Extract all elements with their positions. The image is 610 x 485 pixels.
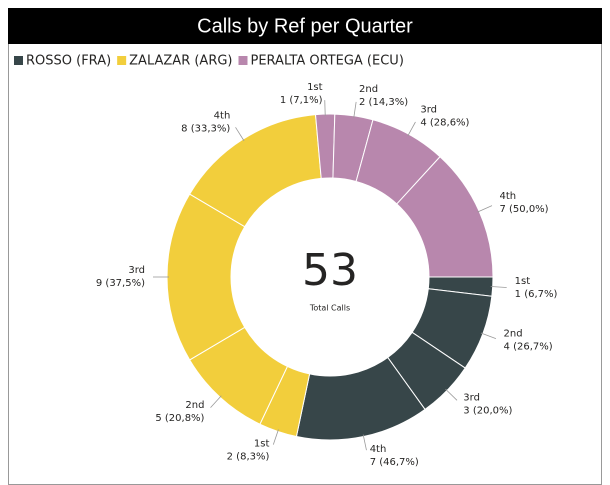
title-bar: [8, 8, 602, 44]
segment-category: 2nd: [504, 329, 523, 340]
legend-swatch: [117, 56, 127, 65]
segment-category: 1st: [515, 276, 531, 287]
segment-label: 4 (28,6%): [420, 118, 469, 129]
donut-segment: [396, 156, 494, 278]
segment-label: 3 (20,0%): [463, 405, 512, 416]
segment-category: 2nd: [185, 400, 204, 411]
leader-line: [235, 127, 245, 142]
segment-label: 2 (8,3%): [227, 451, 270, 462]
leader-line: [490, 286, 507, 288]
segment-label: 9 (37,5%): [96, 278, 145, 289]
segment-category: 3rd: [420, 105, 437, 116]
legend-label: ZALAZAR (ARG): [129, 54, 232, 69]
segment-label: 4 (26,7%): [504, 342, 553, 353]
total-label: Total Calls: [309, 304, 350, 313]
segment-label: 2 (14,3%): [359, 97, 408, 108]
segment-label: 1 (7,1%): [280, 95, 323, 106]
segment-category: 3rd: [463, 392, 480, 403]
segment-label: 1 (6,7%): [515, 289, 558, 300]
segment-category: 4th: [499, 191, 516, 202]
leader-line: [480, 332, 497, 340]
leader-line: [445, 388, 458, 401]
segment-label: 7 (50,0%): [499, 204, 548, 215]
leader-line: [210, 395, 222, 408]
total: 53: [302, 245, 358, 296]
chart-title: Calls by Ref per Quarter: [197, 15, 413, 37]
legend-swatch: [14, 56, 23, 65]
segment-category: 1st: [254, 438, 270, 449]
segment-category: 3rd: [128, 265, 145, 276]
segment-category: 2nd: [359, 84, 378, 95]
segment-category: 1st: [307, 82, 323, 93]
leader-line: [477, 205, 493, 213]
leader-line: [353, 101, 357, 118]
segment-category: 4th: [370, 444, 387, 455]
segment-label: 5 (20,8%): [155, 413, 204, 424]
legend-label: PERALTA ORTEGA (ECU): [251, 54, 404, 69]
legend-swatch: [238, 56, 248, 65]
legend-label: ROSSO (FRA): [26, 54, 111, 69]
segment-label: 7 (46,7%): [370, 457, 419, 468]
segment-label: 8 (33,3%): [181, 123, 230, 134]
legend: ROSSO (FRA) ZALAZAR (ARG) PERALTA ORTEGA (…: [14, 54, 404, 69]
leader-line: [272, 429, 279, 445]
leader-line: [407, 121, 416, 137]
leader-line: [362, 434, 367, 451]
segment-category: 4th: [214, 110, 231, 121]
